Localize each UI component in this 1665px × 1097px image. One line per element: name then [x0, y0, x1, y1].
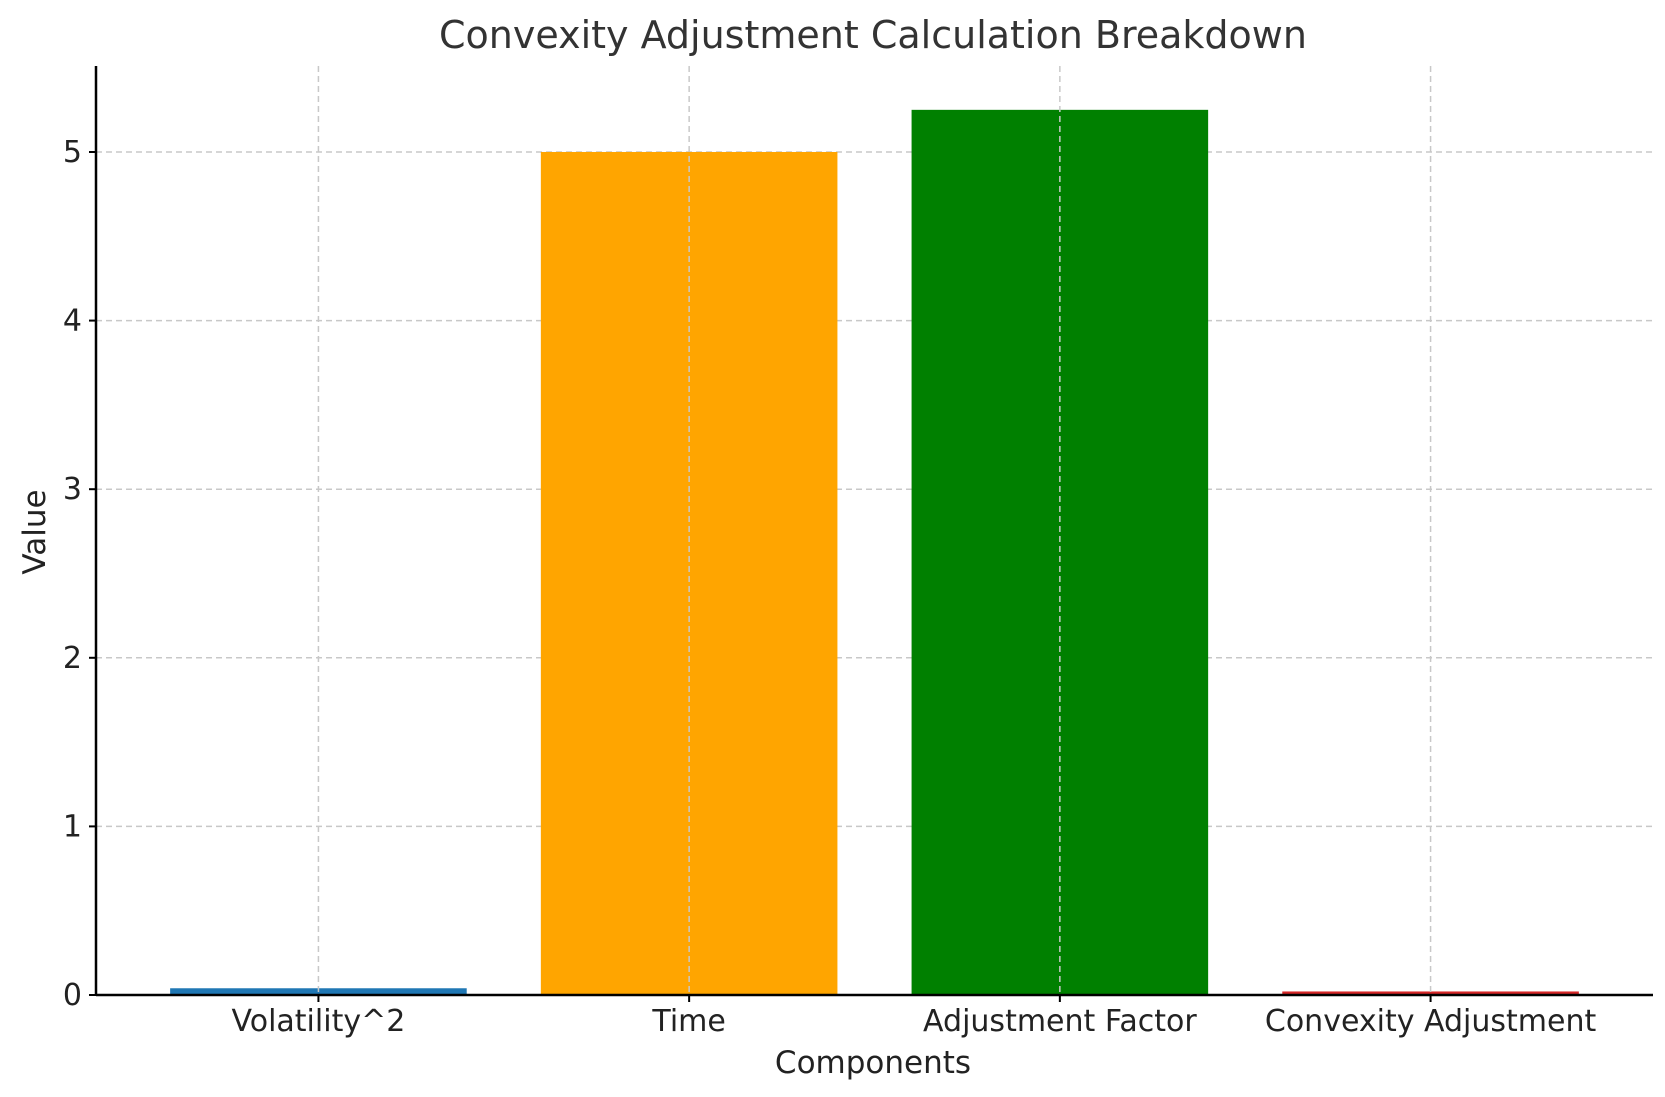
- y-axis-label: Value: [17, 489, 53, 574]
- y-tick-label: 1: [63, 809, 82, 844]
- x-tick-label: Adjustment Factor: [923, 1004, 1197, 1039]
- x-tick-label: Volatility^2: [232, 1004, 406, 1039]
- bar-layer: [170, 109, 1579, 995]
- y-tick-label: 5: [63, 135, 82, 170]
- tick-layer: 0 1 2 3 4 5 Volatility^2 Time Adjustment Factor C…: [63, 135, 1597, 1039]
- vertical-grid-layer: [317, 66, 1432, 995]
- bar-time: [540, 151, 838, 995]
- bar-convexity-adjustment: [1282, 991, 1579, 995]
- x-tick-label: Convexity Adjustment: [1265, 1004, 1597, 1039]
- y-tick-label: 3: [63, 472, 82, 507]
- x-tick-label: Time: [651, 1004, 725, 1039]
- grid-layer: [96, 151, 1653, 828]
- chart-title: Convexity Adjustment Calculation Breakdo…: [439, 13, 1307, 57]
- y-tick-label: 4: [63, 304, 82, 339]
- x-axis-label: Components: [775, 1045, 971, 1081]
- axis-layer: [94, 66, 1653, 997]
- bar-adjustment-factor: [911, 109, 1209, 995]
- y-tick-label: 2: [63, 641, 82, 676]
- y-tick-label: 0: [63, 978, 82, 1013]
